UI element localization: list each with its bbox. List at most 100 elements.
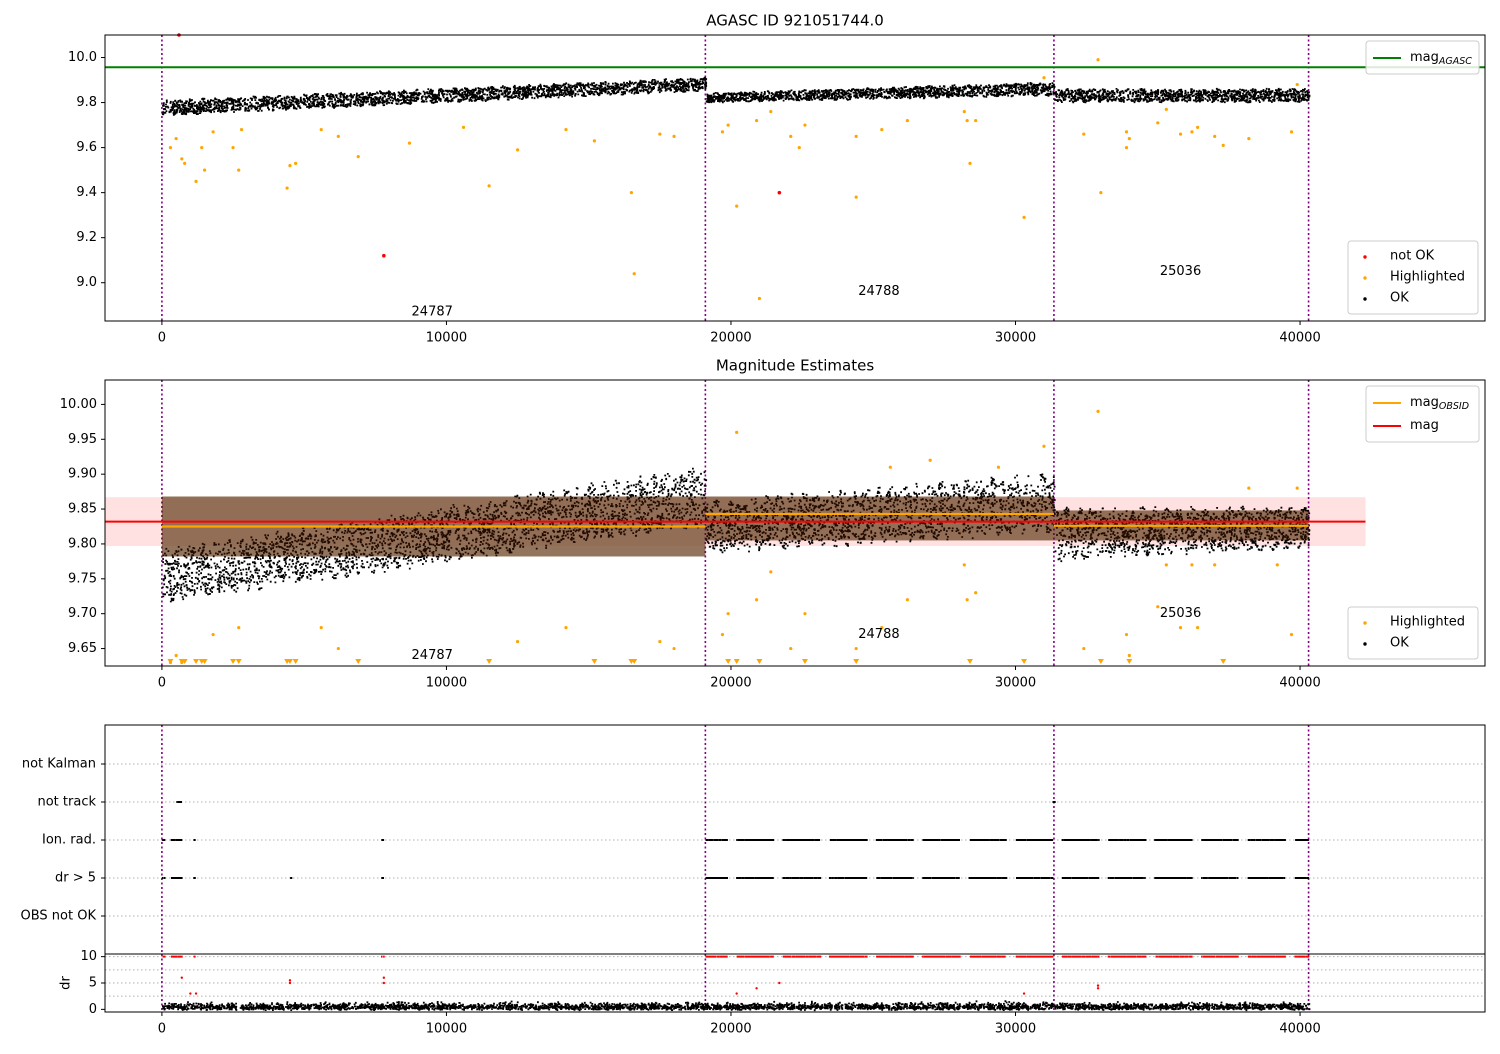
highlighted-point [1190,563,1194,567]
legend-label-main: mag [1410,395,1439,410]
magnitude-estimates-panel: Magnitude Estimates 24787 24788 25036 0 10000… [60,357,1486,691]
highlighted-point [1042,444,1046,448]
flag-markers [162,877,1309,879]
clipped-marker [1097,659,1104,664]
flag-category-label: not Kalman [22,757,96,772]
dr-outlier-point [735,992,738,995]
dr-outlier-point [288,981,292,985]
obsid-label: 25036 [1160,606,1201,621]
agasc-panel: AGASC ID 921051744.0 24787 24788 25036 0 1000… [68,12,1486,346]
highlighted-point [487,184,491,188]
highlighted-point [720,633,725,637]
x-tick-label: 20000 [710,676,751,691]
highlighted-point [288,164,292,168]
legend-label: OK [1390,291,1409,306]
highlighted-point [1295,486,1299,490]
highlighted-point [754,598,759,602]
legend-dot-swatch [1363,297,1367,301]
dr-outlier-point [1096,987,1100,990]
highlighted-point [461,125,466,129]
highlighted-point [757,296,762,301]
legend-label-subscript: OBSID [1439,401,1469,412]
highlighted-point [880,127,884,132]
highlighted-point [407,141,412,145]
highlighted-point [854,195,858,199]
clipped-marker [591,659,598,664]
highlighted-point [183,161,187,165]
obsid-label: 25036 [1160,264,1201,279]
highlighted-point [1042,76,1046,80]
highlighted-point [797,145,801,150]
clipped-marker [801,659,808,664]
legend-label-subscript: AGASC [1438,56,1472,67]
y-tick-label: 9.80 [68,536,97,551]
highlighted-point [1196,125,1200,129]
y-tick-label: 9.70 [68,606,97,621]
highlighted-point [336,646,340,651]
ok-points [161,76,708,116]
highlighted-point [515,639,520,644]
clipped-marker [853,659,860,664]
highlighted-point [211,633,215,637]
dr-outlier-point [778,981,781,985]
clipped-marker [201,659,208,664]
y-tick-label: 9.2 [76,230,97,245]
highlighted-point [672,646,676,651]
clipped-marker [1021,659,1028,664]
dr-outlier-point [180,976,184,979]
flags-panel: not Kalman not track Ion. rad. dr > 5 OBS no… [21,724,1486,955]
clipped-marker [733,659,740,664]
dr-axis-label: dr [59,976,74,990]
highlighted-point [1221,143,1225,147]
highlighted-point [735,204,739,208]
highlighted-point [720,130,725,134]
not-ok-point [777,190,782,195]
x-tick-label: 30000 [995,1022,1036,1037]
highlighted-point [754,118,759,123]
y-tick-label: 9.6 [76,140,97,155]
highlighted-point [996,465,1001,469]
highlighted-point [1082,646,1086,651]
clipped-marker [966,659,973,664]
clipped-marker [355,659,362,664]
highlighted-point [974,591,978,595]
clipped-marker [235,659,242,664]
x-tick-label: 0 [158,331,166,346]
chart-title: Magnitude Estimates [716,357,874,375]
x-tick-label: 30000 [995,331,1036,346]
highlighted-point [564,127,568,132]
x-tick-label: 40000 [1279,1022,1320,1037]
highlighted-point [1096,409,1100,413]
highlighted-point [880,626,884,630]
obsid-label: 24787 [412,304,453,319]
flag-markers [176,801,1056,803]
highlighted-point [1164,563,1168,567]
ok-points [1054,87,1311,104]
highlighted-point [1022,215,1026,220]
highlighted-point [231,145,235,150]
legend-dot-swatch [1363,276,1367,280]
plot-frame [104,379,1486,667]
highlighted-point [658,639,662,644]
highlighted-point [1096,58,1100,62]
clipped-marker [230,659,237,664]
y-tick-label: 9.4 [76,185,97,200]
highlighted-point [672,134,676,138]
highlighted-point [965,118,969,123]
highlighted-point [854,134,858,138]
highlighted-point [803,612,807,616]
legend-label-main: mag [1410,418,1439,433]
clipped-marker [756,659,763,664]
dr-outlier-point [382,981,386,985]
legend-dot-swatch [1363,621,1367,625]
highlighted-point [632,272,636,276]
y-tick-label: 10 [80,949,97,964]
clipped-marker [167,659,174,664]
highlighted-point [239,127,244,132]
dr-outlier-point [189,992,192,995]
highlighted-point [789,134,793,138]
dr-panel: 0 10000 20000 30000 40000 0 5 10 dr [59,949,1486,1037]
highlighted-point [319,626,323,630]
